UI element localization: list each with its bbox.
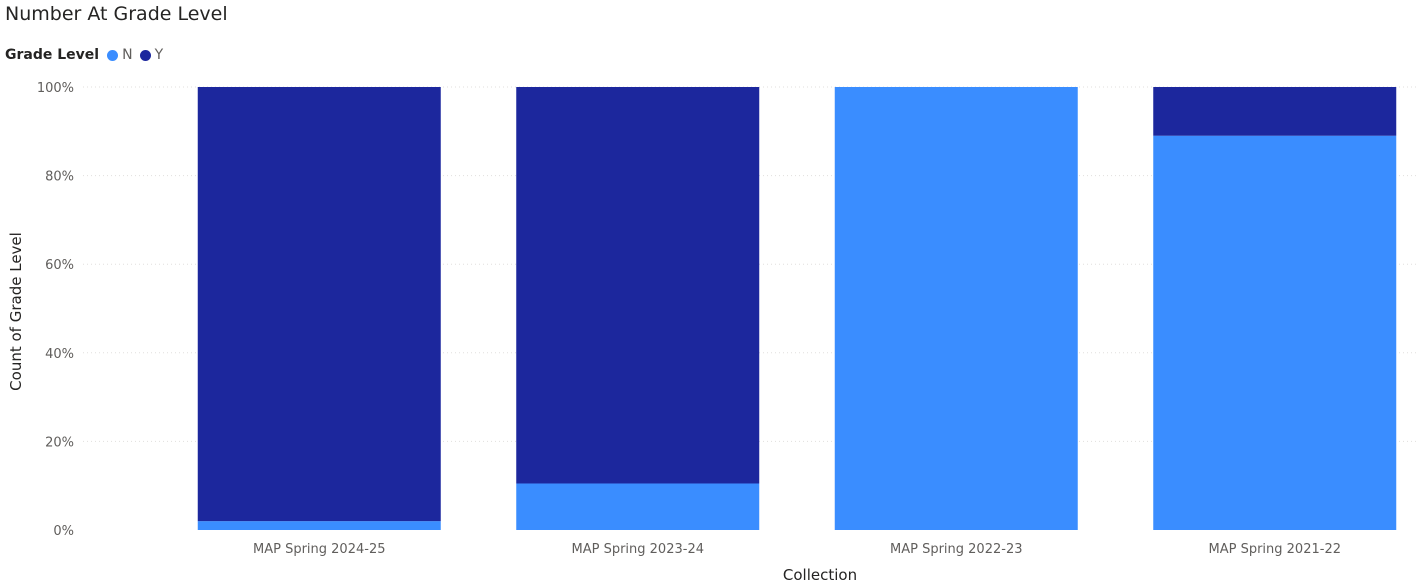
y-tick-label: 20% xyxy=(45,435,74,450)
legend-title: Grade Level xyxy=(5,47,100,63)
legend: Grade Level N Y xyxy=(5,45,170,65)
y-tick-label: 40% xyxy=(45,347,74,362)
x-axis-title: Collection xyxy=(783,566,857,583)
bar-segment-y xyxy=(1153,87,1397,136)
bar-segment-n xyxy=(834,87,1078,530)
y-tick-label: 100% xyxy=(37,81,74,96)
y-tick-label: 0% xyxy=(53,524,74,539)
x-tick-label: MAP Spring 2021-22 xyxy=(1209,542,1341,557)
bar-segment-n xyxy=(1153,135,1397,531)
bar-segment-n xyxy=(516,483,760,530)
legend-swatch-y xyxy=(139,49,151,61)
y-tick-label: 60% xyxy=(45,258,74,273)
y-tick-label: 80% xyxy=(45,170,74,185)
bar-segment-y xyxy=(197,87,441,522)
x-tick-label: MAP Spring 2022-23 xyxy=(890,542,1022,557)
legend-item-y[interactable]: Y xyxy=(139,47,164,63)
legend-label-n: N xyxy=(122,47,133,63)
x-tick-label: MAP Spring 2024-25 xyxy=(253,542,385,557)
legend-item-n[interactable]: N xyxy=(107,47,133,63)
legend-swatch-n xyxy=(107,49,119,61)
chart-title: Number At Grade Level xyxy=(5,3,228,25)
bar-segment-n xyxy=(197,521,441,530)
x-tick-label: MAP Spring 2023-24 xyxy=(572,542,704,557)
y-axis-title: Count of Grade Level xyxy=(7,232,25,391)
bar-segment-y xyxy=(516,87,760,484)
legend-label-y: Y xyxy=(154,47,164,63)
